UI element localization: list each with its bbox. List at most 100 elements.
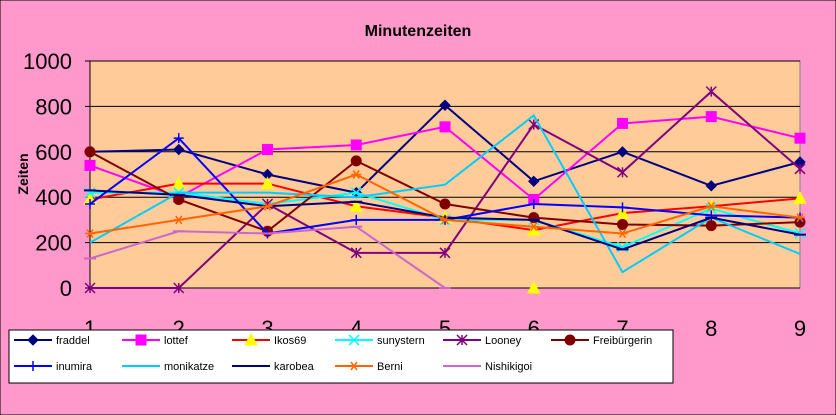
data-point xyxy=(85,229,95,238)
data-point xyxy=(705,111,717,123)
data-point xyxy=(350,155,362,167)
data-point xyxy=(262,201,273,211)
data-point xyxy=(84,187,96,199)
data-point xyxy=(440,215,450,225)
data-point xyxy=(171,176,186,190)
data-point xyxy=(794,163,806,175)
x-tick-label: 9 xyxy=(794,316,806,341)
legend-entry: Berni xyxy=(335,361,403,373)
data-point xyxy=(85,199,95,210)
series-monikatze xyxy=(89,113,801,274)
data-point xyxy=(351,170,362,179)
y-tick-label: 800 xyxy=(35,94,72,119)
legend-label: inumira xyxy=(56,361,93,373)
legend-label: Berni xyxy=(377,361,403,373)
legend-label: Nishikigoi xyxy=(485,361,532,373)
data-point xyxy=(528,199,539,210)
data-point xyxy=(351,214,362,225)
legend-entry: fraddel xyxy=(14,334,90,347)
data-point xyxy=(616,241,629,253)
data-point xyxy=(84,282,96,294)
data-point xyxy=(173,133,184,144)
legend-label: sunystern xyxy=(377,335,425,347)
legend-label: monikatze xyxy=(164,361,214,373)
data-point xyxy=(439,121,451,133)
data-point xyxy=(617,202,628,213)
legend-entry: monikatze xyxy=(122,361,214,373)
data-point xyxy=(135,334,147,346)
data-point xyxy=(794,132,806,144)
data-point xyxy=(705,203,717,215)
legend-entry: Looney xyxy=(443,334,522,347)
series-nishikigoi xyxy=(84,225,451,289)
data-point xyxy=(794,227,806,240)
data-point xyxy=(173,215,184,225)
legend-entry: Ikos69 xyxy=(232,332,306,347)
legend-label: Looney xyxy=(485,335,522,347)
legend-entry: inumira xyxy=(14,361,93,373)
data-point xyxy=(350,139,362,151)
data-point xyxy=(617,218,628,230)
y-axis-ticks: 0 200 400 600 800 1000 xyxy=(23,49,91,301)
data-point xyxy=(528,175,540,188)
data-point xyxy=(617,229,628,238)
data-point xyxy=(616,166,629,178)
data-point xyxy=(84,146,96,158)
data-point xyxy=(793,191,807,204)
data-point xyxy=(244,332,258,346)
data-point xyxy=(28,361,38,371)
data-point xyxy=(349,199,364,212)
series-line xyxy=(89,113,801,274)
y-axis-label: Zeiten xyxy=(15,153,31,194)
y-tick-label: 400 xyxy=(35,185,72,210)
legend-label: Freibürgerin xyxy=(593,335,652,347)
data-point xyxy=(526,280,541,294)
series-berni xyxy=(85,170,805,238)
y-tick-label: 600 xyxy=(35,140,72,165)
y-tick-label: 1000 xyxy=(23,49,72,74)
x-tick-label: 8 xyxy=(705,316,717,341)
series-looney xyxy=(84,86,806,294)
data-point xyxy=(27,334,39,346)
data-point xyxy=(615,206,630,219)
y-tick-label: 0 xyxy=(60,276,72,301)
data-point xyxy=(173,282,185,294)
data-point xyxy=(705,220,717,232)
data-point xyxy=(439,247,451,259)
legend-label: Ikos69 xyxy=(274,335,306,347)
legend-entries: fraddel lottef Ikos69 sunystern Looney Freibü… xyxy=(14,332,652,373)
legend-entry: lottef xyxy=(122,334,189,347)
data-point xyxy=(84,159,96,171)
series-layer xyxy=(83,86,807,294)
data-point xyxy=(456,334,468,346)
chart-title: Minutenzeiten xyxy=(365,23,472,40)
data-point xyxy=(795,213,805,223)
data-point xyxy=(439,198,451,210)
legend-entry: Nishikigoi xyxy=(443,361,532,373)
legend-entry: sunystern xyxy=(335,334,425,347)
legend xyxy=(8,329,674,384)
data-point xyxy=(439,99,451,111)
legend-label: fraddel xyxy=(56,335,90,347)
data-point xyxy=(348,334,360,346)
series-fraddel xyxy=(84,99,806,199)
data-point xyxy=(349,361,359,371)
data-point xyxy=(705,180,717,192)
data-point xyxy=(564,334,576,346)
legend-entry: karobea xyxy=(232,361,315,373)
data-point xyxy=(262,144,273,156)
data-point xyxy=(173,143,185,156)
data-point xyxy=(260,176,275,190)
data-point xyxy=(706,201,717,211)
data-point xyxy=(350,247,362,259)
data-point xyxy=(705,86,717,98)
legend-entry: Freibürgerin xyxy=(551,334,652,347)
legend-label: lottef xyxy=(164,335,189,347)
data-point xyxy=(616,146,629,158)
data-point xyxy=(617,117,628,129)
data-point xyxy=(528,222,539,232)
legend-label: karobea xyxy=(274,361,315,373)
y-tick-label: 200 xyxy=(35,231,72,256)
